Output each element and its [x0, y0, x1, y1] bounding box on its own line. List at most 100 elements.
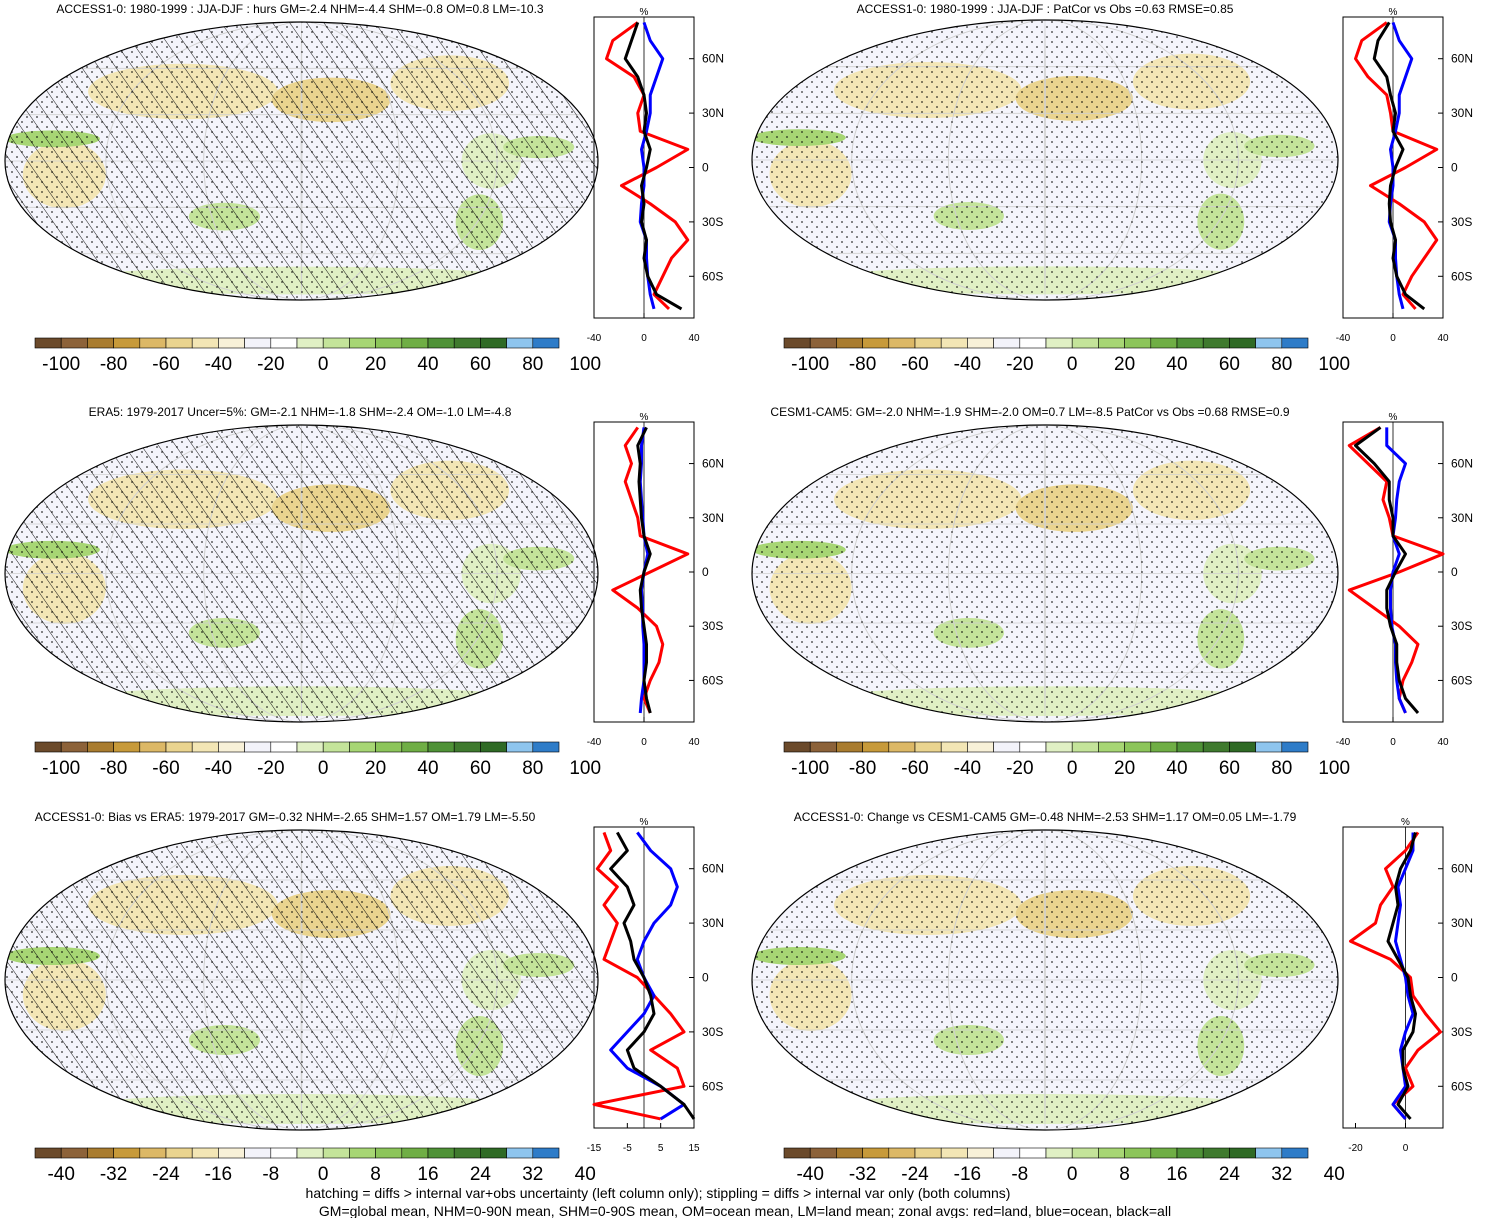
zonal-lat-tick: 60S — [702, 269, 723, 283]
panel-title: ACCESS1-0: Bias vs ERA5: 1979-2017 GM=-0… — [35, 810, 536, 824]
zonal-lat-tick: 60N — [702, 52, 724, 66]
colorbar-swatch — [1124, 1147, 1152, 1159]
colorbar-swatch — [1019, 1147, 1047, 1159]
map — [5, 425, 598, 722]
zonal-series-line — [609, 831, 696, 1120]
map — [5, 830, 598, 1130]
colorbar-swatch — [809, 741, 837, 753]
colorbar-swatch — [113, 1147, 141, 1159]
colorbar-swatch — [1229, 741, 1256, 753]
map — [752, 20, 1338, 300]
colorbar-swatch — [1124, 741, 1152, 753]
colorbar-tick: -60 — [152, 354, 179, 375]
colorbar-swatch — [139, 1147, 167, 1159]
colorbar-swatch — [34, 1147, 62, 1159]
colorbar-swatch — [809, 337, 837, 349]
colorbar-tick: -100 — [791, 354, 829, 375]
colorbar-tick: -60 — [152, 758, 179, 779]
colorbar-swatch — [244, 1147, 272, 1159]
colorbar-swatch — [888, 1147, 916, 1159]
colorbar-swatch — [836, 741, 863, 753]
zonal-lat-tick: 60N — [1451, 862, 1473, 876]
stippling — [752, 425, 1338, 722]
zonal-lat-tick: 30N — [1451, 916, 1473, 930]
colorbar-swatch — [427, 337, 455, 349]
colorbar-tick: -20 — [257, 354, 284, 375]
colorbar-swatch — [349, 1147, 376, 1159]
panel-3: ERA5: 1979-2017 Uncer=5%: GM=-2.1 NHM=-1… — [4, 405, 724, 779]
zonal-x-tick: 0 — [1390, 737, 1396, 748]
colorbar: -100 -80 -60 -40 -20 0 20 40 60 80 100 — [34, 337, 601, 375]
colorbar-swatch — [1229, 1147, 1256, 1159]
colorbar-tick: -100 — [791, 758, 829, 779]
zonal-frame — [1342, 826, 1444, 1129]
colorbar-tick: -40 — [205, 758, 232, 779]
zonal-panel: % -40 0 40 60N 30N 0 30S 60S — [587, 412, 724, 748]
colorbar: -100 -80 -60 -40 -20 0 20 40 60 80 100 — [783, 337, 1350, 375]
colorbar-tick: -40 — [954, 354, 981, 375]
map-border — [4, 424, 599, 723]
colorbar-swatch — [1150, 1147, 1178, 1159]
colorbar-swatch — [34, 337, 62, 349]
colorbar-tick: 100 — [1318, 354, 1350, 375]
map — [752, 830, 1338, 1130]
colorbar-swatch — [1281, 337, 1309, 349]
colorbar-swatch — [191, 337, 219, 349]
colorbar: -100 -80 -60 -40 -20 0 20 40 60 80 100 — [34, 741, 601, 779]
colorbar-swatch — [1202, 337, 1230, 349]
zonal-unit: % — [1401, 817, 1410, 828]
colorbar-swatch — [1255, 337, 1283, 349]
colorbar-swatch — [218, 337, 245, 349]
colorbar-tick: 0 — [318, 354, 329, 375]
colorbar: -40 -32 -24 -16 -8 0 8 16 24 32 40 — [34, 1147, 596, 1185]
colorbar-swatch — [60, 741, 88, 753]
colorbar-tick: 20 — [1114, 758, 1135, 779]
zonal-x-tick: 40 — [1437, 333, 1449, 344]
hatching — [5, 425, 598, 722]
zonal-x-tick: 15 — [688, 1143, 700, 1154]
zonal-x-tick: 0 — [641, 737, 647, 748]
colorbar-tick: 0 — [1067, 1164, 1078, 1185]
panel-2: ACCESS1-0: 1980-1999 : JJA-DJF : PatCor … — [751, 2, 1473, 375]
colorbar-swatch — [1202, 1147, 1230, 1159]
colorbar-swatch — [113, 741, 141, 753]
colorbar-tick: 24 — [1219, 1164, 1241, 1185]
colorbar-swatch — [453, 741, 481, 753]
colorbar-swatch — [1045, 1147, 1073, 1159]
zonal-lat-tick: 30N — [702, 511, 724, 525]
colorbar-swatch — [401, 337, 429, 349]
zonal-unit: % — [640, 817, 649, 828]
zonal-panel: % -40 0 40 60N 30N 0 30S 60S — [1336, 7, 1473, 344]
zonal-series-line — [1354, 21, 1439, 310]
colorbar-swatch — [322, 1147, 350, 1159]
colorbar-tick: 24 — [470, 1164, 492, 1185]
colorbar-swatch — [888, 337, 916, 349]
panel-5: ACCESS1-0: Bias vs ERA5: 1979-2017 GM=-0… — [4, 810, 724, 1185]
colorbar-swatch — [60, 1147, 88, 1159]
colorbar-swatch — [809, 1147, 837, 1159]
colorbar-tick: 100 — [569, 354, 601, 375]
colorbar-tick: 20 — [1114, 354, 1135, 375]
colorbar-tick: -80 — [849, 758, 876, 779]
zonal-x-tick: 40 — [1437, 737, 1449, 748]
colorbar-swatch — [427, 1147, 455, 1159]
colorbar-tick: -100 — [42, 354, 80, 375]
colorbar-tick: 16 — [417, 1164, 438, 1185]
colorbar-tick: -100 — [42, 758, 80, 779]
colorbar-tick: 0 — [318, 758, 329, 779]
colorbar-swatch — [1124, 337, 1152, 349]
colorbar-swatch — [401, 741, 429, 753]
colorbar-swatch — [783, 337, 811, 349]
colorbar-swatch — [1176, 1147, 1204, 1159]
colorbar-swatch — [322, 741, 350, 753]
colorbar-swatch — [244, 337, 272, 349]
colorbar-swatch — [783, 741, 811, 753]
zonal-lat-tick: 60N — [1451, 52, 1473, 66]
colorbar-swatch — [218, 741, 245, 753]
zonal-panel: % -20 0 60N 30N 0 30S 60S — [1342, 817, 1473, 1154]
colorbar-swatch — [375, 741, 403, 753]
colorbar-swatch — [270, 337, 298, 349]
colorbar-swatch — [1098, 741, 1125, 753]
colorbar-tick: -24 — [901, 1164, 929, 1185]
colorbar-swatch — [967, 741, 994, 753]
